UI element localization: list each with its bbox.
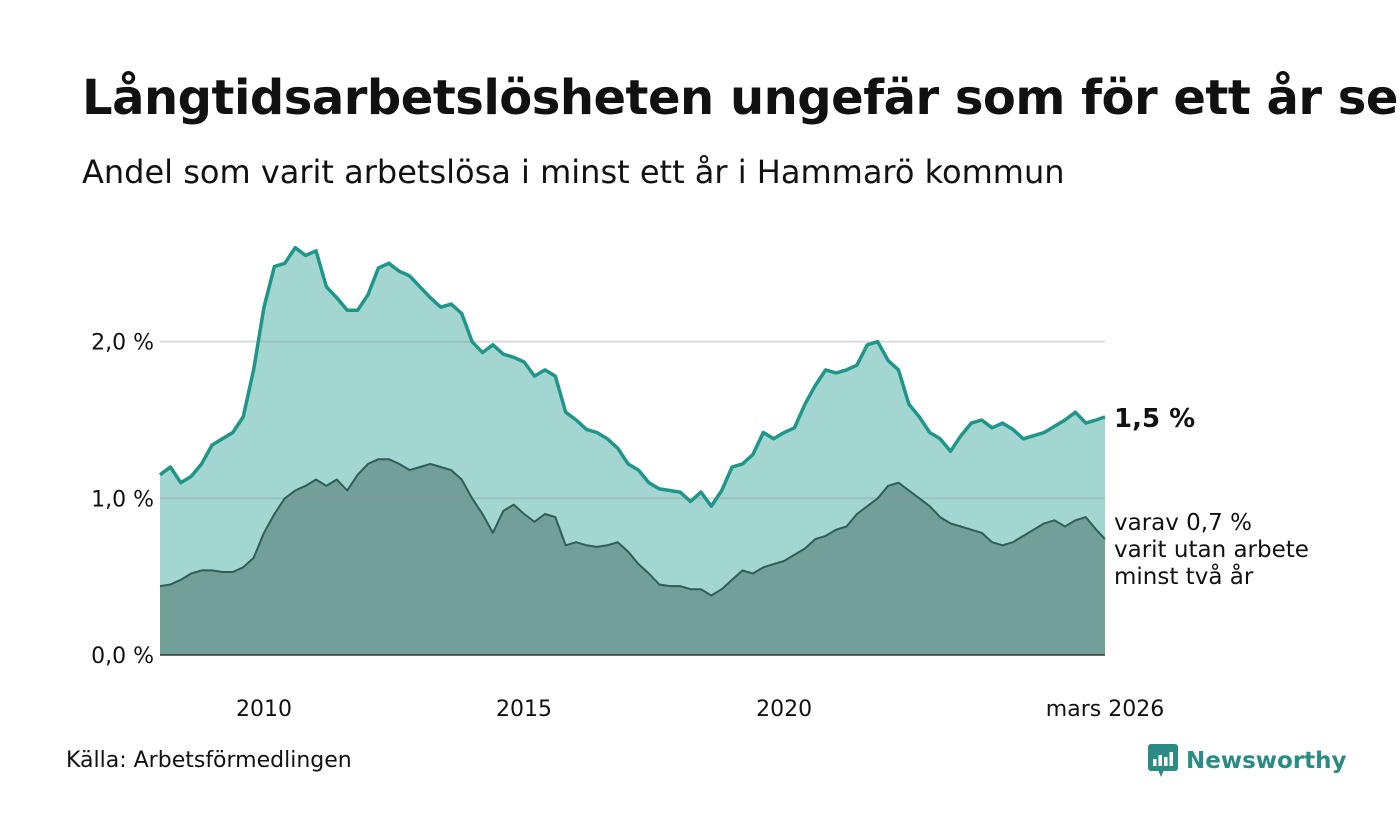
chart-areas — [160, 247, 1105, 655]
brand-name: Newsworthy — [1186, 748, 1347, 774]
y-tick-label: 0,0 % — [91, 644, 154, 669]
x-axis-ticks: 2010 2015 2020 mars 2026 — [236, 697, 1164, 722]
line-series-1 — [158, 245, 1106, 508]
chart-grid — [160, 340, 1105, 500]
newsworthy-logo-icon — [1148, 744, 1178, 777]
x-tick-label: 2015 — [496, 697, 552, 722]
brand[interactable]: Newsworthy — [1148, 744, 1347, 778]
x-tick-label: mars 2026 — [1046, 697, 1164, 722]
y-tick-label: 2,0 % — [91, 331, 154, 356]
end-label-series-1: 1,5 % — [1114, 404, 1195, 434]
y-tick-label: 1,0 % — [91, 487, 154, 512]
end-label-series-2-line: varav 0,7 % — [1114, 510, 1252, 536]
x-tick-label: 2020 — [756, 697, 812, 722]
chart-title: Långtidsarbetslösheten ungefär som för e… — [82, 70, 1400, 126]
chart-lines — [158, 245, 1106, 597]
chart-subtitle: Andel som varit arbetslösa i minst ett å… — [82, 153, 1065, 191]
y-axis-ticks: 0,0 % 1,0 % 2,0 % — [91, 331, 154, 669]
x-tick-label: 2010 — [236, 697, 292, 722]
line-series-2 — [159, 458, 1106, 597]
end-label-series-2-line: varit utan arbete — [1114, 537, 1309, 563]
end-label-series-2-line: minst två år — [1114, 562, 1254, 590]
source-note: Källa: Arbetsförmedlingen — [66, 748, 352, 773]
